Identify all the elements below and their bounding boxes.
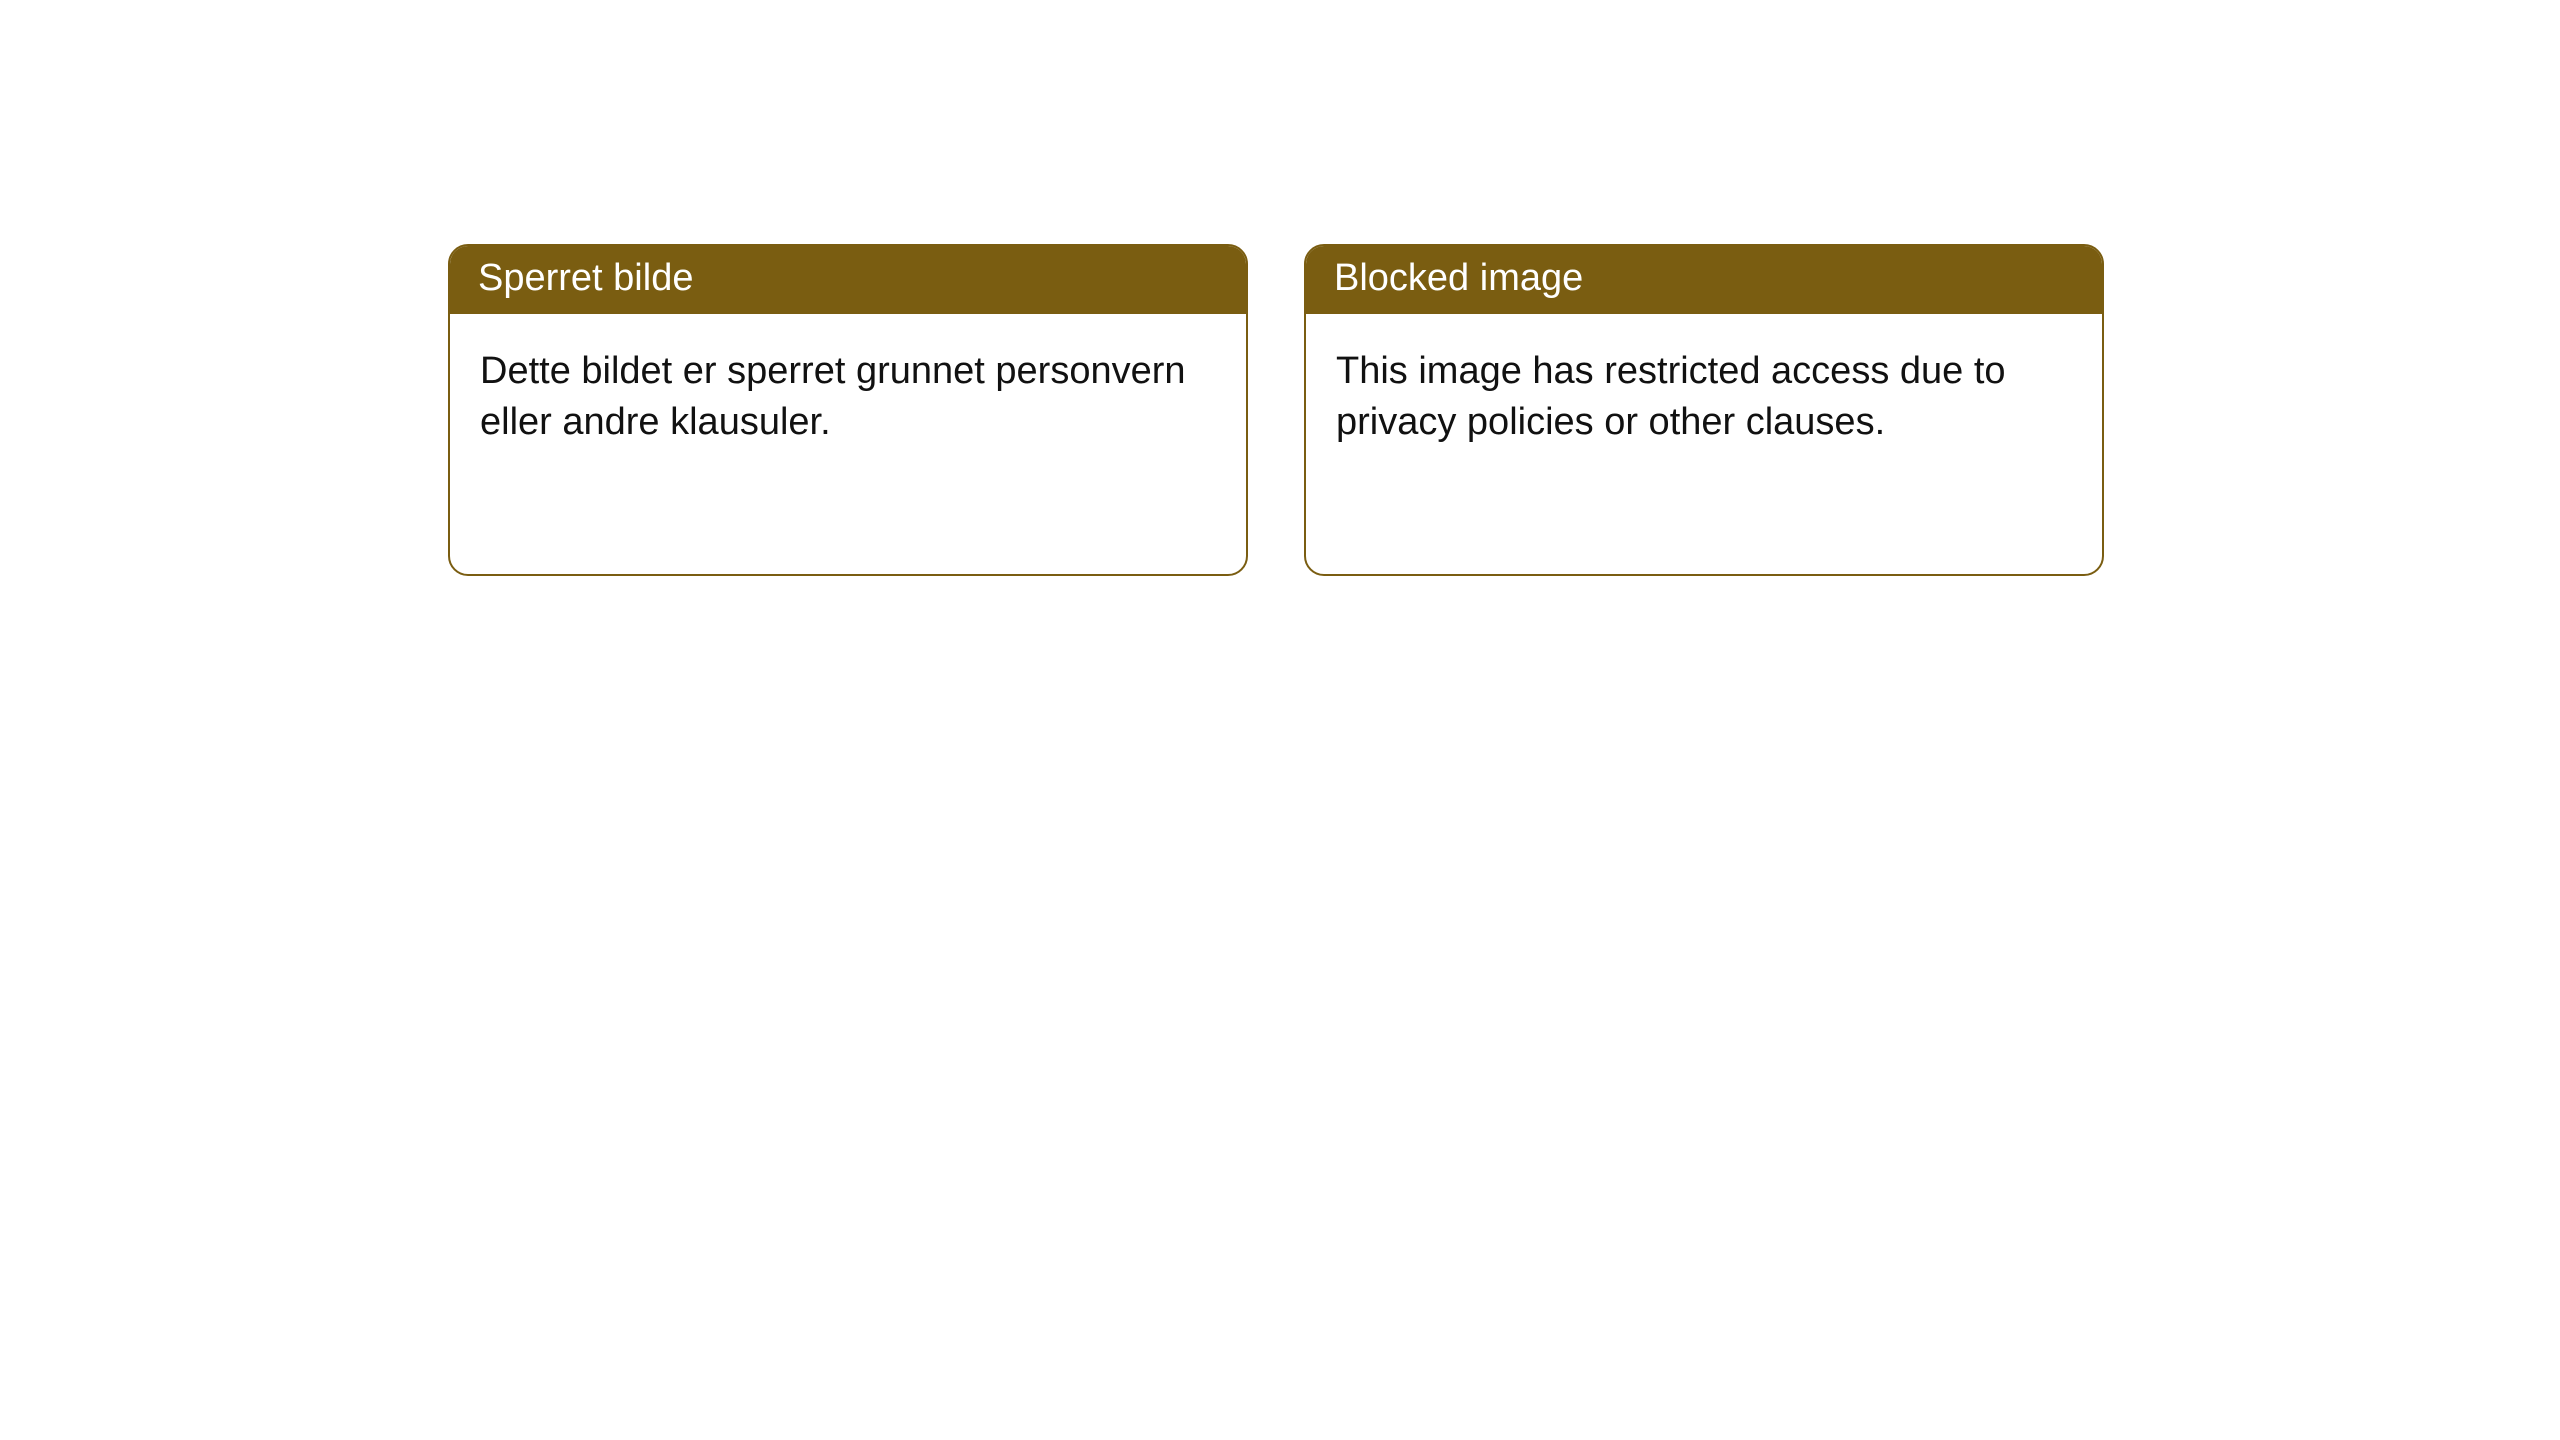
card-header-no: Sperret bilde [450, 246, 1246, 314]
blocked-image-card-en: Blocked image This image has restricted … [1304, 244, 2104, 576]
card-message-en: This image has restricted access due to … [1306, 314, 2102, 469]
card-message-no: Dette bildet er sperret grunnet personve… [450, 314, 1246, 469]
card-header-en: Blocked image [1306, 246, 2102, 314]
blocked-image-card-no: Sperret bilde Dette bildet er sperret gr… [448, 244, 1248, 576]
notice-container: Sperret bilde Dette bildet er sperret gr… [0, 0, 2560, 576]
